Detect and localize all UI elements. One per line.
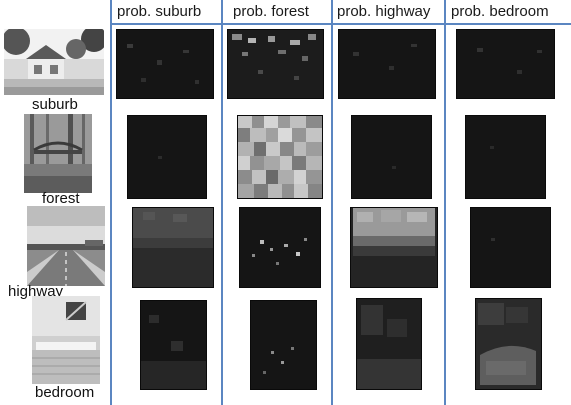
- map-suburb-bedroom: [456, 29, 555, 99]
- bedroom-photo: [32, 296, 100, 384]
- map-suburb-suburb: [116, 29, 214, 99]
- map-highway-highway: [350, 207, 438, 288]
- map-forest-highway: [351, 115, 432, 199]
- column-header-suburb: prob. suburb: [117, 3, 202, 20]
- divider-line: [221, 0, 223, 405]
- map-highway-suburb: [132, 207, 214, 288]
- divider-line: [110, 0, 112, 405]
- map-forest-forest: [237, 115, 323, 199]
- row-label-suburb: suburb: [32, 96, 78, 113]
- map-forest-bedroom: [465, 115, 546, 199]
- map-suburb-highway: [338, 29, 436, 99]
- map-bedroom-suburb: [140, 300, 207, 390]
- map-bedroom-highway: [356, 298, 422, 390]
- map-highway-forest: [239, 207, 321, 288]
- divider-line: [444, 0, 446, 405]
- column-header-highway: prob. highway: [337, 3, 431, 20]
- map-highway-bedroom: [470, 207, 551, 288]
- divider-line: [331, 0, 333, 405]
- column-header-forest: prob. forest: [233, 3, 309, 20]
- map-forest-suburb: [127, 115, 207, 199]
- suburb-photo: [4, 29, 104, 95]
- highway-photo: [27, 206, 105, 286]
- map-bedroom-bedroom: [475, 298, 542, 390]
- header-divider: [110, 23, 571, 25]
- row-label-highway: highway: [8, 283, 64, 300]
- map-bedroom-forest: [250, 300, 317, 390]
- forest-photo: [24, 114, 92, 193]
- column-header-bedroom: prob. bedroom: [451, 3, 549, 20]
- map-suburb-forest: [227, 29, 324, 99]
- row-label-bedroom: bedroom: [35, 384, 95, 401]
- row-label-forest: forest: [42, 190, 80, 207]
